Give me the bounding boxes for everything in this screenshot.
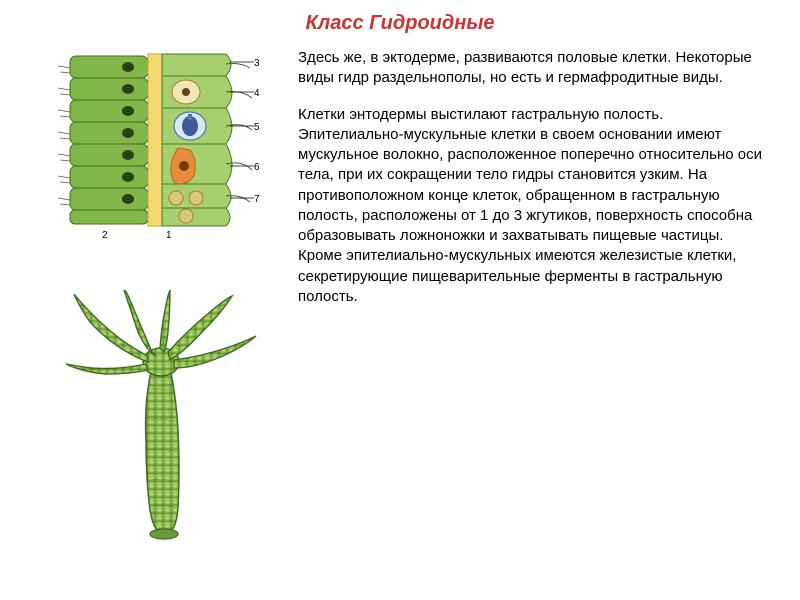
diagram-label-5: 5	[254, 122, 260, 133]
diagram-label-7: 7	[254, 194, 260, 205]
diagram-label-4: 4	[254, 88, 260, 99]
paragraph-1: Здесь же, в эктодерме, развиваются полов…	[298, 48, 763, 89]
diagram-label-6: 6	[254, 162, 260, 173]
body-text: Здесь же, в эктодерме, развиваются полов…	[298, 48, 763, 323]
hydra-diagram	[60, 290, 260, 545]
page-title: Класс Гидроидные	[305, 12, 494, 35]
ectoderm-diagram: 3 4 5 6 7 2 1	[58, 48, 258, 248]
diagram-label-3: 3	[254, 58, 260, 69]
diagram-label-1: 1	[166, 230, 172, 241]
paragraph-2: Клетки энтодермы выстилают гастральную п…	[298, 105, 763, 308]
diagram-label-2: 2	[102, 230, 108, 241]
